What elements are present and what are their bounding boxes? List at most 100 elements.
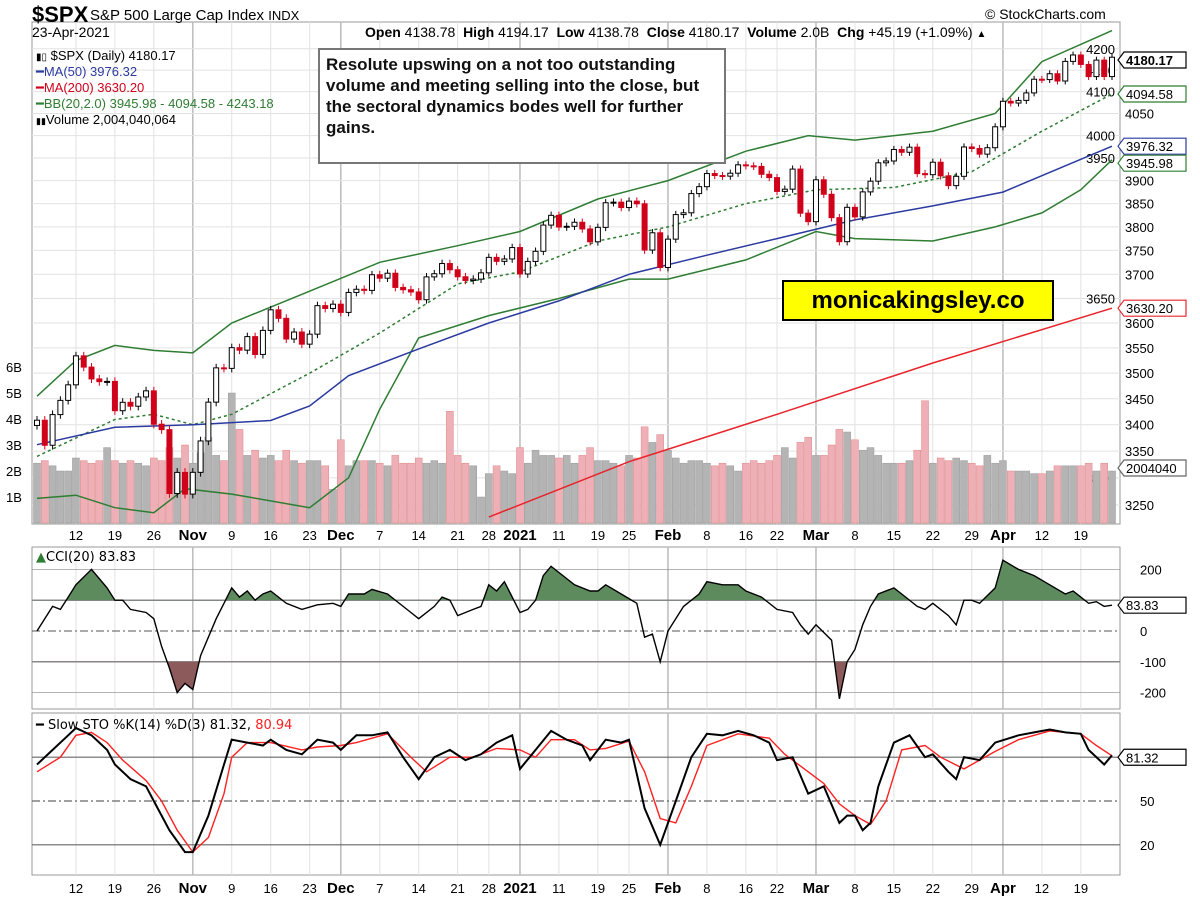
candle-body [571, 221, 578, 227]
candle-body [626, 200, 633, 209]
volume-bar [157, 460, 166, 524]
x-tick-label: Feb [655, 527, 682, 544]
volume-bar [897, 462, 906, 524]
volume-bar [41, 460, 49, 524]
legend-volume: ▮▮Volume 2,004,040,064 [36, 112, 176, 129]
x-tick-label: Nov [179, 527, 208, 544]
candle-body [478, 272, 485, 280]
candle-body [96, 378, 103, 383]
volume-bar [430, 460, 439, 524]
candle-body [353, 288, 360, 293]
volume-bar [391, 455, 400, 524]
candle-body [493, 256, 500, 262]
candle-body [999, 100, 1006, 128]
brand[interactable]: © StockCharts.com [985, 6, 1106, 22]
x-tick-label: 29 [965, 528, 979, 543]
volume-bar [438, 462, 446, 524]
volume-bar [352, 460, 361, 524]
candle-body [415, 291, 422, 301]
candle-body [111, 380, 118, 412]
y-tick-label: 3550 [1125, 341, 1154, 356]
volume-bar [812, 455, 820, 524]
volume-bar [960, 460, 968, 524]
volume-bar [952, 457, 960, 524]
value-tag-text: 3945.98 [1126, 156, 1173, 171]
volume-bar [562, 455, 571, 524]
volume-bar [968, 462, 976, 524]
candle-body [633, 200, 640, 205]
volume-bar [1061, 465, 1070, 524]
candle-body [875, 162, 882, 182]
y-tick-label: 3650 [1086, 292, 1115, 307]
volume-bar [703, 462, 711, 524]
value-tag [1117, 748, 1187, 766]
candle-body [563, 225, 570, 228]
bb-upper-line [36, 29, 1113, 397]
x-tick-label: 22 [926, 528, 940, 543]
candle-body [127, 401, 134, 407]
up-arrow-icon: ▲ [976, 29, 987, 40]
candle-body [532, 250, 539, 262]
candle-body [205, 401, 212, 442]
candle-body [672, 214, 679, 240]
x-tick-label: 9 [228, 881, 235, 896]
volume-bar [625, 455, 633, 524]
volume-bar [48, 465, 57, 524]
x-tick-label: 9 [228, 528, 235, 543]
volume-bar [360, 460, 368, 524]
candle-body [158, 423, 165, 431]
volume-bar [726, 465, 735, 524]
cci-line [36, 559, 1113, 699]
volume-bar [586, 447, 594, 524]
volume-bar [640, 426, 649, 524]
candle-body [166, 429, 173, 495]
volume-bar [710, 465, 719, 524]
candle-body [470, 278, 477, 281]
candle-body [750, 165, 757, 168]
x-tick-label: 8 [851, 528, 858, 543]
candle-body [80, 355, 87, 368]
value-tag-text: 3976.32 [1126, 139, 1173, 154]
ohlc-summary: Open 4138.78 High 4194.17 Low 4138.78 Cl… [365, 24, 986, 40]
candle-body [688, 193, 695, 214]
x-tick-label: 26 [147, 881, 161, 896]
watermark: monicakingsley.co [782, 280, 1054, 321]
candle-body [766, 173, 773, 179]
x-tick-label: 11 [552, 881, 566, 896]
volume-bar [1038, 473, 1046, 524]
x-tick-label: 15 [887, 881, 901, 896]
volume-bar [204, 436, 213, 524]
x-tick-label: 8 [851, 881, 858, 896]
volume-bar [524, 462, 532, 524]
volume-bar [633, 457, 641, 524]
candle-body [213, 367, 220, 403]
volume-bar [781, 447, 789, 524]
volume-bar [1084, 462, 1093, 524]
volume-bar [399, 462, 407, 524]
candle-body [1038, 78, 1045, 81]
volume-bar [547, 455, 555, 524]
volume-bar [609, 462, 618, 524]
legend-price: ▮▯ $SPX (Daily) 4180.17 [36, 48, 176, 65]
y-tick-label: 4200 [1086, 42, 1115, 57]
x-tick-label: 2021 [503, 527, 536, 544]
legend-volume-text: Volume 2,004,040,064 [45, 112, 177, 127]
ma200-line [488, 307, 1113, 518]
candle-body [945, 175, 952, 187]
volume-bar [617, 465, 625, 524]
x-tick-label: Feb [655, 880, 682, 897]
candle-body [1077, 54, 1084, 65]
candle-body [680, 212, 687, 216]
volume-bar [921, 400, 929, 524]
volume-bar [944, 460, 953, 524]
volume-bar [858, 449, 867, 524]
candle-body [929, 161, 936, 176]
volume-bar [469, 465, 477, 524]
volume-bar [765, 460, 773, 524]
x-tick-label: 29 [965, 881, 979, 896]
cci-tick-label: 200 [1140, 562, 1162, 577]
volume-bar [1077, 465, 1085, 524]
x-tick-label: Apr [990, 527, 1016, 544]
volume-bar [648, 442, 657, 524]
